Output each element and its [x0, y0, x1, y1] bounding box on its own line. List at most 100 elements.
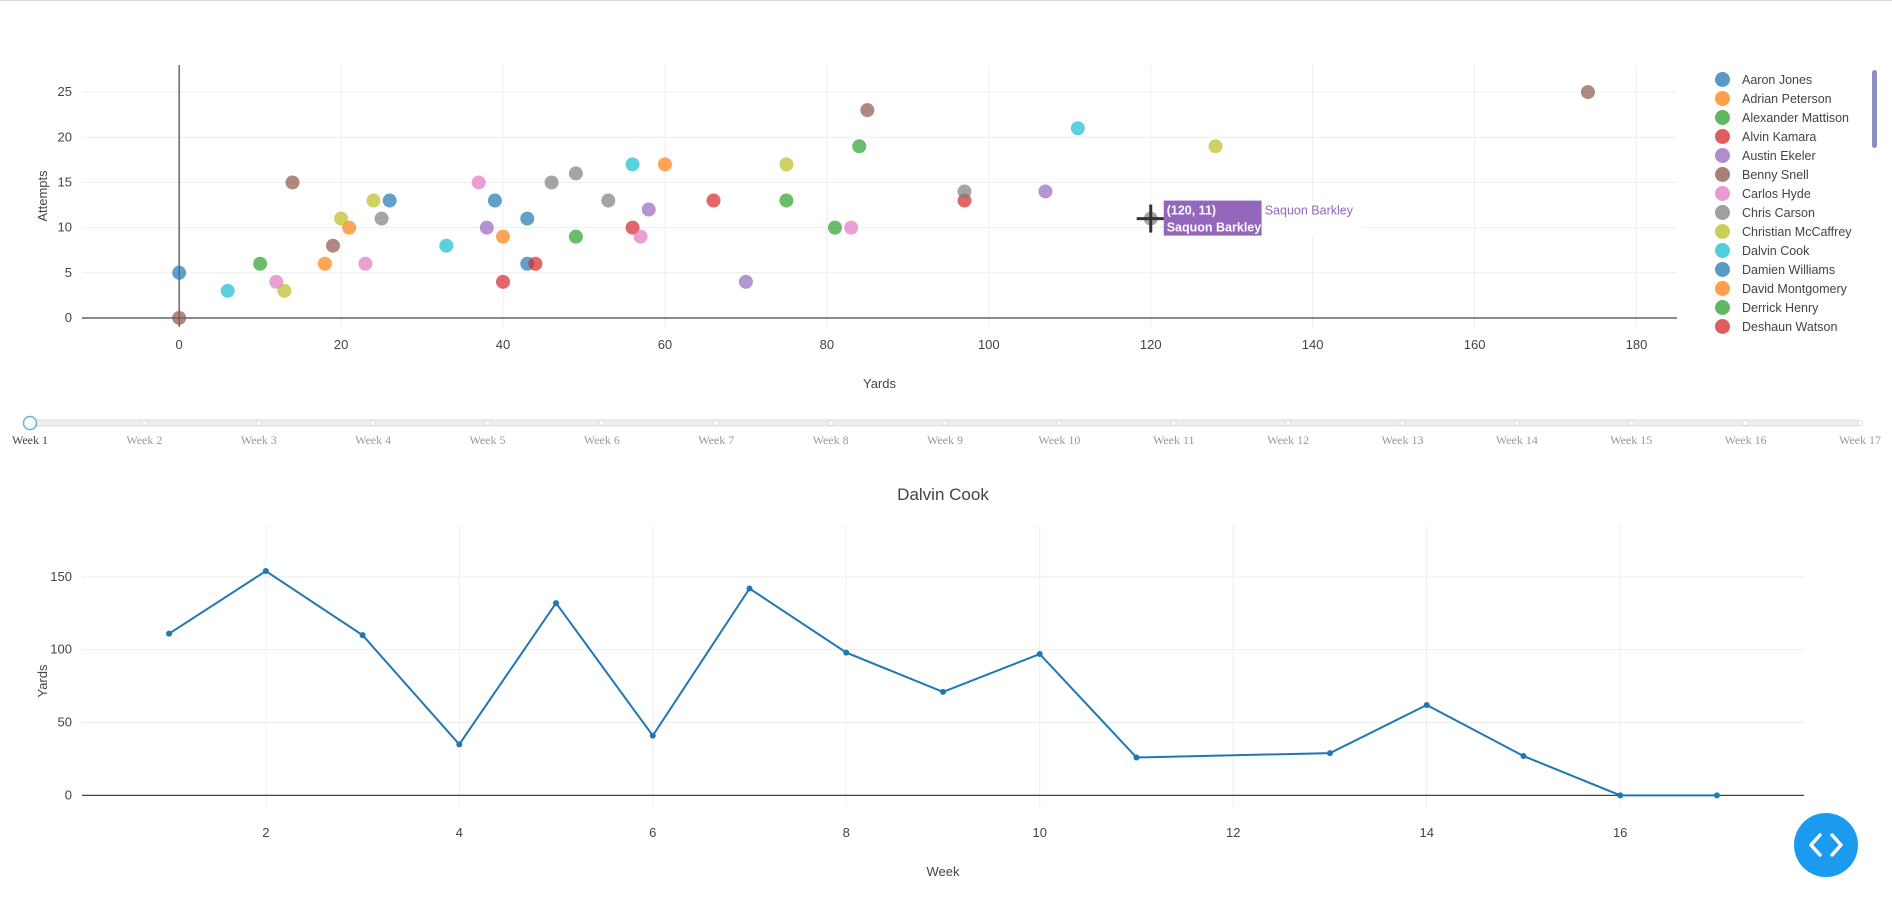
- legend-marker: [1715, 262, 1730, 277]
- scatter-point: [641, 202, 656, 217]
- scatter-point: [852, 139, 867, 154]
- slider-step-marker: [713, 420, 720, 426]
- x-tick-label: 8: [843, 825, 850, 840]
- x-tick-label: 20: [334, 337, 348, 352]
- slider-step-label: Week 14: [1496, 433, 1538, 447]
- hover-coordinates: (120, 11): [1167, 204, 1216, 218]
- legend-label: Christian McCaffrey: [1742, 224, 1852, 239]
- slider-step-label: Week 5: [469, 433, 505, 447]
- scatter-point: [1038, 184, 1053, 199]
- scatter-point: [544, 175, 559, 190]
- x-tick-label: 14: [1419, 825, 1433, 840]
- code-icon: [1809, 833, 1843, 857]
- legend-item[interactable]: Damien Williams: [1715, 260, 1875, 279]
- legend-item[interactable]: Adrian Peterson: [1715, 89, 1875, 108]
- x-tick-label: 180: [1626, 337, 1648, 352]
- legend-label: Alvin Kamara: [1742, 129, 1817, 144]
- legend-item[interactable]: Carlos Hyde: [1715, 184, 1875, 203]
- data-point: [166, 630, 173, 637]
- slider-step-label: Week 6: [584, 433, 620, 447]
- x-tick-label: 100: [978, 337, 1000, 352]
- scatter-point: [601, 193, 616, 208]
- scatter-point: [487, 193, 502, 208]
- legend-label: David Montgomery: [1742, 281, 1847, 296]
- legend-label: Deshaun Watson: [1742, 319, 1838, 334]
- y-tick-label: 50: [58, 715, 72, 730]
- data-point: [649, 732, 656, 739]
- scatter-point: [269, 274, 284, 289]
- scatter-point: [358, 256, 373, 271]
- x-tick-label: 140: [1302, 337, 1324, 352]
- scatter-point: [1208, 139, 1223, 154]
- scatter-point: [827, 220, 842, 235]
- slider-step-label: Week 15: [1610, 433, 1652, 447]
- scatter-point: [568, 166, 583, 181]
- x-tick-label: 12: [1226, 825, 1240, 840]
- legend-label: Derrick Henry: [1742, 300, 1819, 315]
- data-point: [1423, 702, 1430, 709]
- legend-item[interactable]: Austin Ekeler: [1715, 146, 1875, 165]
- scatter-point: [285, 175, 300, 190]
- y-tick-label: 5: [65, 265, 72, 280]
- week-slider[interactable]: Week 1 Week 2 Week 3 Week 4 Week 5 Week 6 Week…: [0, 405, 1892, 455]
- slider-step-marker: [1399, 420, 1406, 426]
- code-toggle-button[interactable]: [1794, 813, 1858, 877]
- legend-marker: [1715, 319, 1730, 334]
- slider-step-marker: [484, 420, 491, 426]
- legend-item[interactable]: Alvin Kamara: [1715, 127, 1875, 146]
- data-point: [1133, 754, 1140, 761]
- scatter-point: [172, 310, 187, 325]
- legend-scrollbar[interactable]: [1872, 70, 1877, 148]
- legend-label: Chris Carson: [1742, 205, 1815, 220]
- y-tick-label: 20: [58, 129, 72, 144]
- slider-step-label: Week 3: [241, 433, 277, 447]
- slider-step-marker: [1170, 420, 1177, 426]
- scatter-point: [325, 238, 340, 253]
- scatter-point: [496, 274, 511, 289]
- legend-item[interactable]: Aaron Jones: [1715, 70, 1875, 89]
- slider-step-label: Week 10: [1038, 433, 1080, 447]
- legend-marker: [1715, 129, 1730, 144]
- scatter-point: [374, 211, 389, 226]
- data-point: [940, 688, 946, 695]
- scatter-point: [779, 193, 794, 208]
- slider-step-marker: [141, 420, 148, 426]
- x-axis-title: Week: [927, 864, 960, 879]
- legend-item[interactable]: Derrick Henry: [1715, 298, 1875, 317]
- slider-step-marker: [942, 420, 948, 426]
- slider-step-label: Week 11: [1153, 433, 1195, 447]
- data-point: [456, 741, 463, 748]
- legend-item[interactable]: David Montgomery: [1715, 279, 1875, 298]
- legend-marker: [1715, 281, 1730, 296]
- slider-step-label: Week 1: [12, 433, 48, 447]
- slider-step-marker: [1285, 420, 1292, 426]
- scatter-point: [625, 157, 640, 172]
- slider-step-marker: [827, 420, 834, 426]
- scatter-point: [342, 220, 357, 235]
- data-point: [1617, 792, 1624, 799]
- legend-item[interactable]: Chris Carson: [1715, 203, 1875, 222]
- scatter-point: [706, 193, 721, 208]
- scatter-point: [738, 274, 753, 289]
- x-tick-label: 40: [496, 337, 510, 352]
- scatter-point: [528, 256, 543, 271]
- legend-item[interactable]: Benny Snell: [1715, 165, 1875, 184]
- legend-marker: [1715, 243, 1730, 258]
- slider-handle[interactable]: [22, 415, 38, 431]
- legend-label: Damien Williams: [1742, 262, 1836, 277]
- slider-step-marker: [1742, 420, 1749, 426]
- legend-label: Adrian Peterson: [1742, 91, 1832, 106]
- scatter-point: [1070, 121, 1085, 136]
- scatter-point: [317, 256, 332, 271]
- scatter-chart: 0 20 40 60 80 100 120 140 160 180 0 5 10 15 20 25 Yards A…: [35, 65, 1677, 391]
- legend-item[interactable]: Christian McCaffrey: [1715, 222, 1875, 241]
- x-tick-label: 16: [1613, 825, 1627, 840]
- y-axis-title: Yards: [35, 664, 50, 697]
- scatter-point: [479, 220, 494, 235]
- legend-item[interactable]: Alexander Mattison: [1715, 108, 1875, 127]
- slider-step-label: Week 7: [698, 433, 734, 447]
- scatter-point: [220, 283, 235, 298]
- legend-item[interactable]: Dalvin Cook: [1715, 241, 1875, 260]
- legend-label: Benny Snell: [1742, 167, 1809, 182]
- legend-item[interactable]: Deshaun Watson: [1715, 317, 1875, 336]
